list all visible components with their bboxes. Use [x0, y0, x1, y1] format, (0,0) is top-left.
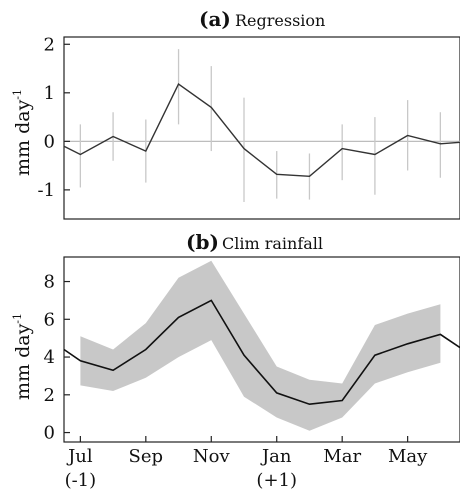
- panel-b-letter: (b): [186, 230, 219, 254]
- panel-a-title: Regression: [235, 11, 325, 30]
- error-bars: [79, 49, 442, 203]
- y-tick-label: 0: [44, 131, 55, 152]
- y-ticks-a: -1 0 1 2: [37, 34, 70, 201]
- rainfall-range-band: [80, 260, 441, 431]
- y-tick-label: 1: [44, 83, 55, 104]
- panel-a-frame: [63, 36, 460, 220]
- panel-clim-rainfall: (b) Clim rainfall 0 2 4 6 8 Jul (-1) Sep Nov Jan…: [11, 230, 460, 491]
- y-tick-label: 0: [44, 423, 55, 444]
- x-tick-label: Nov: [193, 446, 231, 467]
- x-tick-label: Sep: [129, 446, 164, 467]
- y-ticks-b: 0 2 4 6 8: [44, 272, 70, 444]
- y-axis-label-b: mm day-1: [11, 313, 34, 400]
- rainfall-mean-line: [63, 299, 460, 406]
- x-tick-label: Jul: [66, 446, 93, 467]
- x-tick-label: Mar: [323, 446, 361, 467]
- x-tick-sublabel: (+1): [256, 470, 297, 491]
- x-tick-sublabel: (-1): [65, 470, 97, 491]
- regression-line: [63, 83, 460, 178]
- y-tick-label: 2: [44, 34, 55, 55]
- x-tick-label: Jan: [260, 446, 292, 467]
- x-ticks: Jul (-1) Sep Nov Jan (+1) Mar May: [65, 436, 428, 491]
- panel-regression: (a) Regression -1 0 1 2 mm day-1: [11, 7, 460, 220]
- panel-a-letter: (a): [199, 7, 231, 31]
- y-tick-label: 6: [44, 309, 55, 330]
- y-tick-label: 2: [44, 385, 55, 406]
- y-tick-label: 8: [44, 272, 55, 293]
- panel-b-title: Clim rainfall: [222, 234, 323, 253]
- x-tick-label: May: [388, 446, 428, 467]
- y-axis-label-a: mm day-1: [11, 89, 34, 176]
- y-tick-label: -1: [37, 180, 55, 201]
- y-tick-label: 4: [44, 347, 55, 368]
